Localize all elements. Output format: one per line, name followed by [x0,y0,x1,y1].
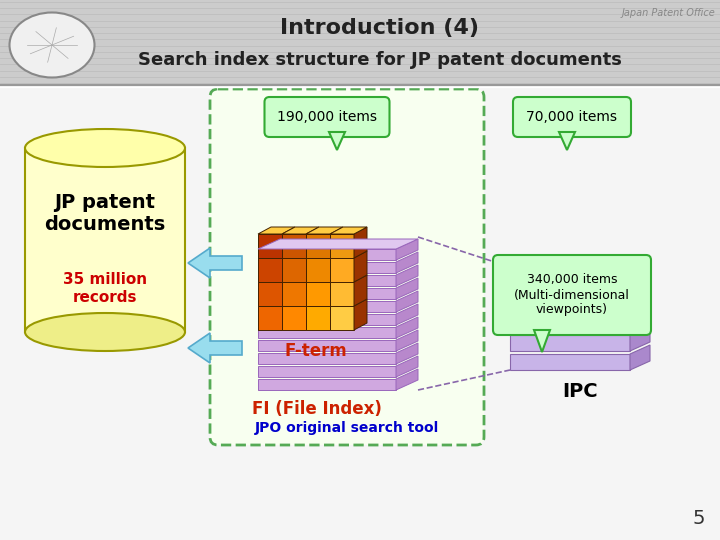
Polygon shape [258,288,396,299]
Polygon shape [306,282,330,306]
Ellipse shape [25,129,185,167]
Polygon shape [329,132,345,150]
FancyBboxPatch shape [264,97,390,137]
Polygon shape [330,234,354,258]
Polygon shape [630,288,650,313]
Polygon shape [354,227,367,258]
FancyBboxPatch shape [210,89,484,445]
FancyBboxPatch shape [513,97,631,137]
Polygon shape [258,239,418,249]
Polygon shape [396,356,418,377]
Polygon shape [630,269,650,294]
Text: JPO original search tool: JPO original search tool [255,421,439,435]
Polygon shape [258,353,396,364]
Polygon shape [630,326,650,351]
Polygon shape [188,248,242,278]
Polygon shape [282,282,306,306]
Polygon shape [258,314,396,325]
Polygon shape [330,258,354,282]
Polygon shape [396,265,418,286]
Polygon shape [282,234,306,258]
Text: JP patent
documents: JP patent documents [45,193,166,234]
Text: Introduction (4): Introduction (4) [281,18,480,38]
Text: 5: 5 [693,509,705,528]
Polygon shape [534,330,550,352]
Text: 35 million
records: 35 million records [63,272,147,305]
Polygon shape [258,275,396,286]
Polygon shape [630,307,650,332]
Polygon shape [510,335,630,351]
Polygon shape [396,304,418,325]
Text: 340,000 items
(Multi-dimensional
viewpoints): 340,000 items (Multi-dimensional viewpoi… [514,273,630,316]
Polygon shape [258,340,396,351]
Polygon shape [354,275,367,306]
FancyBboxPatch shape [493,255,651,335]
Polygon shape [258,227,295,234]
Polygon shape [306,227,343,234]
Polygon shape [258,258,282,282]
Polygon shape [396,278,418,299]
Polygon shape [306,234,330,258]
Polygon shape [258,262,396,273]
Polygon shape [306,258,330,282]
Polygon shape [396,369,418,390]
Text: F-term: F-term [284,342,347,360]
Polygon shape [559,132,575,150]
Polygon shape [354,251,367,282]
Polygon shape [306,306,330,330]
Polygon shape [330,227,367,234]
Polygon shape [258,379,396,390]
Polygon shape [396,239,418,260]
Polygon shape [510,269,650,278]
Text: FI (File Index): FI (File Index) [252,400,382,418]
Polygon shape [510,316,630,332]
Polygon shape [258,306,282,330]
Text: Search index structure for JP patent documents: Search index structure for JP patent doc… [138,51,622,69]
Polygon shape [282,258,306,282]
Text: 190,000 items: 190,000 items [277,110,377,124]
Polygon shape [258,301,396,312]
Polygon shape [510,354,630,370]
Polygon shape [25,148,185,332]
Polygon shape [354,299,367,330]
Polygon shape [396,291,418,312]
Polygon shape [630,345,650,370]
Polygon shape [258,249,396,260]
Polygon shape [258,234,282,258]
Ellipse shape [9,12,94,78]
Polygon shape [396,343,418,364]
Polygon shape [396,317,418,338]
Text: Japan Patent Office: Japan Patent Office [621,8,715,18]
Polygon shape [282,306,306,330]
Text: IPC: IPC [562,382,598,401]
Polygon shape [396,330,418,351]
Polygon shape [510,297,630,313]
Polygon shape [258,327,396,338]
Polygon shape [188,333,242,363]
Ellipse shape [25,313,185,351]
Text: 70,000 items: 70,000 items [526,110,618,124]
FancyBboxPatch shape [0,0,720,85]
Polygon shape [396,252,418,273]
Polygon shape [330,282,354,306]
Polygon shape [510,278,630,294]
Polygon shape [330,306,354,330]
Polygon shape [282,227,319,234]
Polygon shape [258,366,396,377]
Polygon shape [258,282,282,306]
